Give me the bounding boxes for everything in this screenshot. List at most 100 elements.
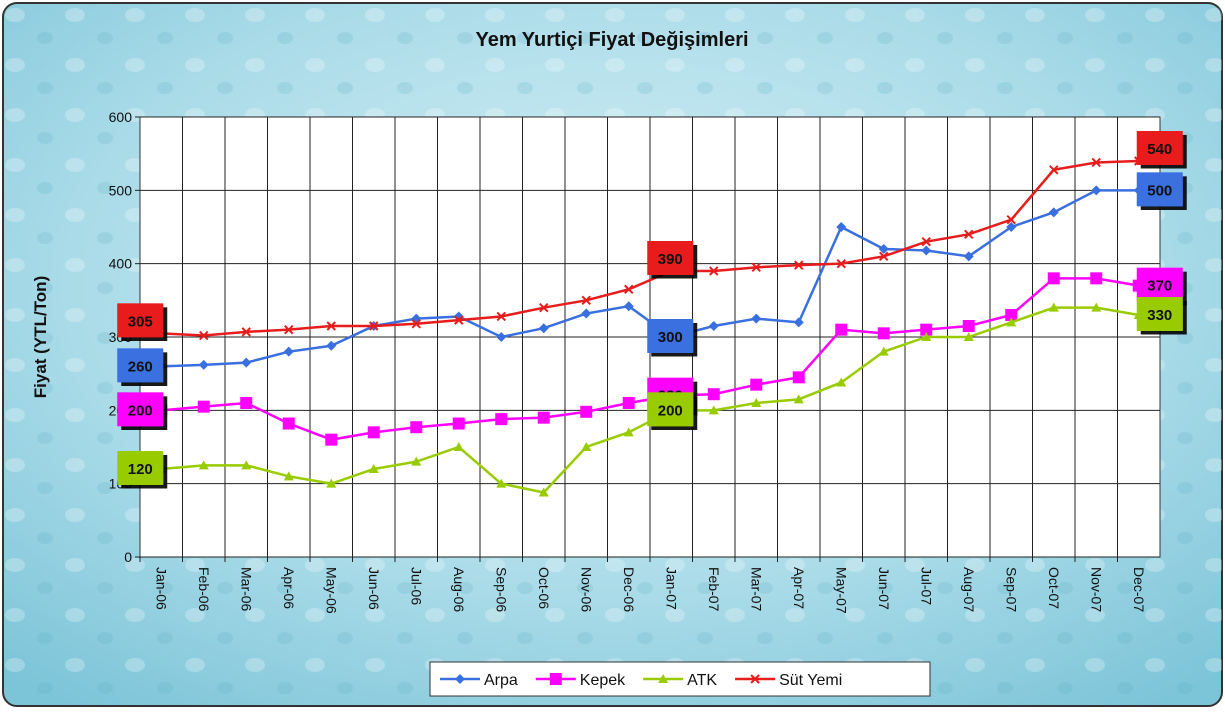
- marker: [709, 266, 719, 276]
- data-label-box: [117, 392, 164, 427]
- data-label: 370: [1147, 278, 1172, 295]
- data-label-box: [117, 303, 164, 338]
- marker: [496, 478, 507, 488]
- marker: [1047, 272, 1060, 285]
- marker: [879, 251, 889, 262]
- data-label-box: [1136, 297, 1183, 331]
- marker: [1048, 207, 1059, 218]
- x-tick-label: Apr-06: [281, 567, 297, 609]
- marker: [452, 417, 465, 430]
- marker: [623, 427, 634, 437]
- marker: [199, 330, 209, 341]
- x-tick-label: Feb-06: [196, 567, 212, 612]
- data-label: 305: [128, 313, 153, 330]
- marker: [284, 324, 294, 335]
- marker: [878, 244, 889, 254]
- marker: [624, 284, 634, 295]
- marker: [921, 236, 931, 247]
- data-label: 200: [128, 402, 153, 419]
- data-label-box: [1136, 172, 1183, 207]
- x-tick-label: Apr-07: [791, 567, 807, 609]
- x-tick-label: Jun-07: [876, 567, 892, 610]
- marker: [1091, 185, 1102, 196]
- x-tick-label: Jan-06: [153, 567, 169, 610]
- marker: [963, 251, 974, 262]
- marker: [496, 311, 506, 322]
- marker: [367, 426, 380, 439]
- marker: [1048, 302, 1059, 312]
- marker: [198, 359, 209, 370]
- data-label-box: [117, 451, 164, 485]
- marker: [325, 433, 338, 446]
- y-axis-label: Fiyat (YTL/Ton): [31, 276, 50, 398]
- marker: [962, 320, 975, 332]
- marker: [580, 405, 593, 418]
- x-tick-label: Jul-06: [408, 567, 424, 605]
- series-line: [161, 159, 1139, 337]
- marker: [283, 346, 294, 357]
- marker: [793, 317, 804, 328]
- marker: [792, 371, 805, 384]
- marker: [836, 377, 847, 387]
- legend-label: Kepek: [580, 672, 626, 689]
- legend-label: ATK: [687, 672, 717, 689]
- x-tick-label: May-06: [323, 567, 339, 614]
- y-tick-label: 500: [109, 182, 133, 198]
- marker: [878, 346, 889, 356]
- marker: [453, 442, 464, 451]
- marker: [750, 378, 763, 391]
- marker: [241, 327, 251, 337]
- marker: [241, 460, 252, 470]
- marker: [539, 302, 549, 313]
- marker: [1006, 214, 1016, 225]
- y-tick-label: 600: [109, 109, 133, 125]
- data-label: 500: [1147, 182, 1172, 199]
- marker: [410, 421, 423, 434]
- marker: [622, 397, 635, 409]
- legend: [429, 661, 931, 697]
- marker: [581, 442, 592, 451]
- data-label: 300: [658, 329, 683, 346]
- marker: [921, 245, 932, 256]
- marker: [836, 258, 846, 269]
- marker: [411, 456, 422, 466]
- marker: [1006, 222, 1017, 232]
- x-tick-label: Nov-06: [578, 567, 594, 612]
- marker: [1091, 157, 1101, 168]
- marker: [963, 332, 974, 341]
- data-label-box: [647, 319, 694, 353]
- x-tick-label: Feb-07: [706, 567, 722, 612]
- marker: [751, 313, 762, 324]
- marker: [751, 262, 761, 273]
- x-tick-label: Dec-07: [1131, 567, 1147, 612]
- marker: [750, 674, 760, 684]
- marker: [495, 413, 508, 426]
- x-tick-label: Oct-07: [1046, 567, 1062, 609]
- marker: [240, 397, 253, 409]
- marker: [1006, 317, 1017, 327]
- chart-title: Yem Yurtiçi Fiyat Değişimleri: [475, 29, 748, 51]
- legend-label: Arpa: [484, 672, 518, 689]
- legend-label: Süt Yemi: [779, 672, 842, 689]
- data-label: 260: [128, 358, 153, 375]
- marker: [1005, 309, 1018, 321]
- marker: [1091, 302, 1102, 312]
- marker: [1049, 165, 1059, 175]
- marker: [794, 260, 804, 270]
- data-label: 390: [658, 251, 683, 268]
- marker: [708, 321, 719, 331]
- marker: [623, 301, 634, 312]
- marker: [920, 323, 933, 336]
- marker: [368, 464, 379, 473]
- x-tick-label: Sep-06: [493, 567, 509, 612]
- x-tick-label: Mar-06: [238, 567, 254, 612]
- data-label: 540: [1147, 141, 1172, 158]
- marker: [283, 471, 294, 481]
- y-tick-label: 0: [124, 549, 132, 565]
- marker: [326, 321, 336, 331]
- x-tick-label: Dec-06: [621, 567, 637, 612]
- marker: [751, 398, 762, 407]
- marker: [369, 321, 379, 331]
- x-tick-label: Jun-06: [366, 567, 382, 610]
